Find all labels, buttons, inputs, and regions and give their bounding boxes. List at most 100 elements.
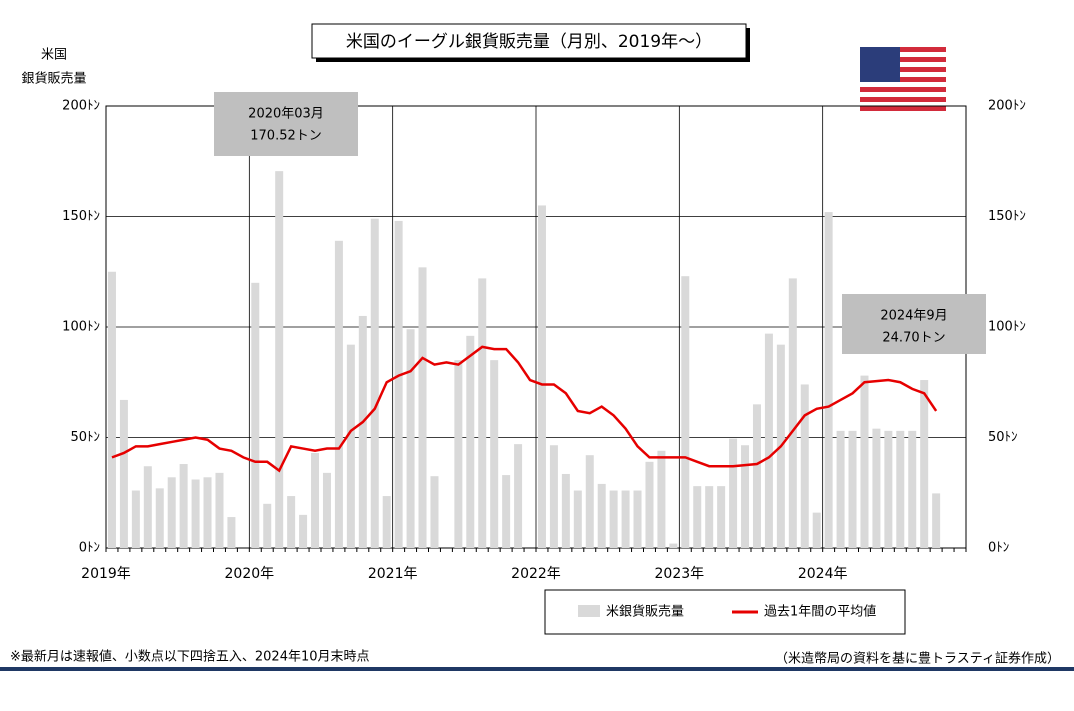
bar (717, 486, 726, 548)
bar (729, 438, 738, 548)
annotation-text: 2024年9月 (880, 309, 947, 324)
bar (788, 278, 797, 548)
bar (370, 218, 379, 548)
bar (681, 276, 690, 548)
bar (287, 496, 296, 548)
bar (107, 271, 116, 548)
bar (155, 488, 164, 548)
bar (549, 445, 558, 548)
y-tick-label: 100ﾄﾝ (62, 320, 100, 335)
x-tick-label: 2021年 (368, 566, 418, 582)
y2-tick-label: 150ﾄﾝ (988, 209, 1026, 224)
y-axis-label: 銀貨販売量 (21, 71, 86, 87)
bar (119, 399, 128, 548)
bar (812, 512, 821, 548)
bar (908, 430, 917, 548)
bar (752, 404, 761, 548)
bar (322, 472, 331, 548)
bar (932, 493, 941, 548)
bottom-rule (0, 667, 1074, 671)
bar (502, 475, 511, 548)
bar (299, 514, 308, 548)
annotation-text: 2020年03月 (248, 107, 324, 122)
bar (633, 490, 642, 548)
x-tick-label: 2022年 (511, 566, 561, 582)
bar (179, 464, 188, 548)
bar (406, 329, 415, 548)
legend-box (544, 589, 906, 635)
title-box (311, 23, 747, 59)
bar (669, 543, 678, 548)
y-tick-label: 200ﾄﾝ (62, 99, 100, 114)
bar (860, 375, 869, 548)
bar (597, 483, 606, 548)
bar (215, 472, 224, 548)
bar (311, 452, 320, 548)
bar (621, 490, 630, 548)
bar (573, 490, 582, 548)
legend-swatch (578, 605, 600, 617)
y-axis-label: 米国 (41, 48, 67, 63)
bar (537, 205, 546, 548)
bar (705, 486, 714, 548)
bar (203, 477, 212, 548)
bar (167, 477, 176, 548)
bar (227, 517, 236, 548)
y2-tick-label: 50ﾄﾝ (988, 430, 1018, 445)
bar (764, 333, 773, 548)
bar (478, 278, 487, 548)
source-note: （米造幣局の資料を基に豊トラスティ証券作成） (775, 651, 1060, 667)
bar (382, 496, 391, 548)
annotation-box (842, 294, 986, 354)
bar (334, 240, 343, 548)
bar (561, 473, 570, 548)
bar (143, 466, 152, 548)
y2-tick-label: 200ﾄﾝ (988, 99, 1026, 114)
bar (657, 450, 666, 548)
bar (741, 445, 750, 548)
y-tick-label: 50ﾄﾝ (70, 430, 100, 445)
bar (872, 428, 881, 548)
y2-tick-label: 100ﾄﾝ (988, 320, 1026, 335)
bar (466, 335, 475, 548)
x-tick-label: 2024年 (798, 566, 848, 582)
x-tick-label: 2019年 (81, 566, 131, 582)
y-tick-label: 0ﾄﾝ (79, 541, 100, 556)
bar (418, 267, 427, 548)
bar (836, 430, 845, 548)
bar (514, 444, 523, 548)
bar (693, 486, 702, 548)
flag (860, 47, 946, 111)
bar (884, 430, 893, 548)
bar (191, 479, 200, 548)
avg-line (111, 345, 938, 473)
bar (920, 380, 929, 548)
bar (585, 455, 594, 548)
bar (131, 490, 140, 548)
bar (609, 490, 618, 548)
annotation-text: 24.70トン (882, 331, 945, 346)
bar (394, 220, 403, 549)
y-tick-label: 150ﾄﾝ (62, 209, 100, 224)
x-tick-label: 2023年 (655, 566, 705, 582)
bar (454, 360, 463, 548)
bar (645, 461, 654, 548)
bar (896, 430, 905, 548)
bar (430, 476, 439, 548)
annotation-box (214, 92, 358, 156)
chart-title: 米国のイーグル銀貨販売量（月別、2019年～） (346, 32, 712, 52)
bar (263, 503, 272, 548)
bar (848, 430, 857, 548)
bar (490, 360, 499, 548)
y2-tick-label: 0ﾄﾝ (988, 541, 1009, 556)
footnote: ※最新月は速報値、小数点以下四捨五入、2024年10月末時点 (10, 649, 370, 665)
bar (800, 384, 809, 548)
x-tick-label: 2020年 (225, 566, 275, 582)
bar (346, 344, 355, 548)
legend-label: 過去1年間の平均値 (764, 604, 876, 620)
bar (358, 315, 367, 548)
bar (251, 282, 260, 548)
annotation-text: 170.52トン (250, 129, 322, 144)
